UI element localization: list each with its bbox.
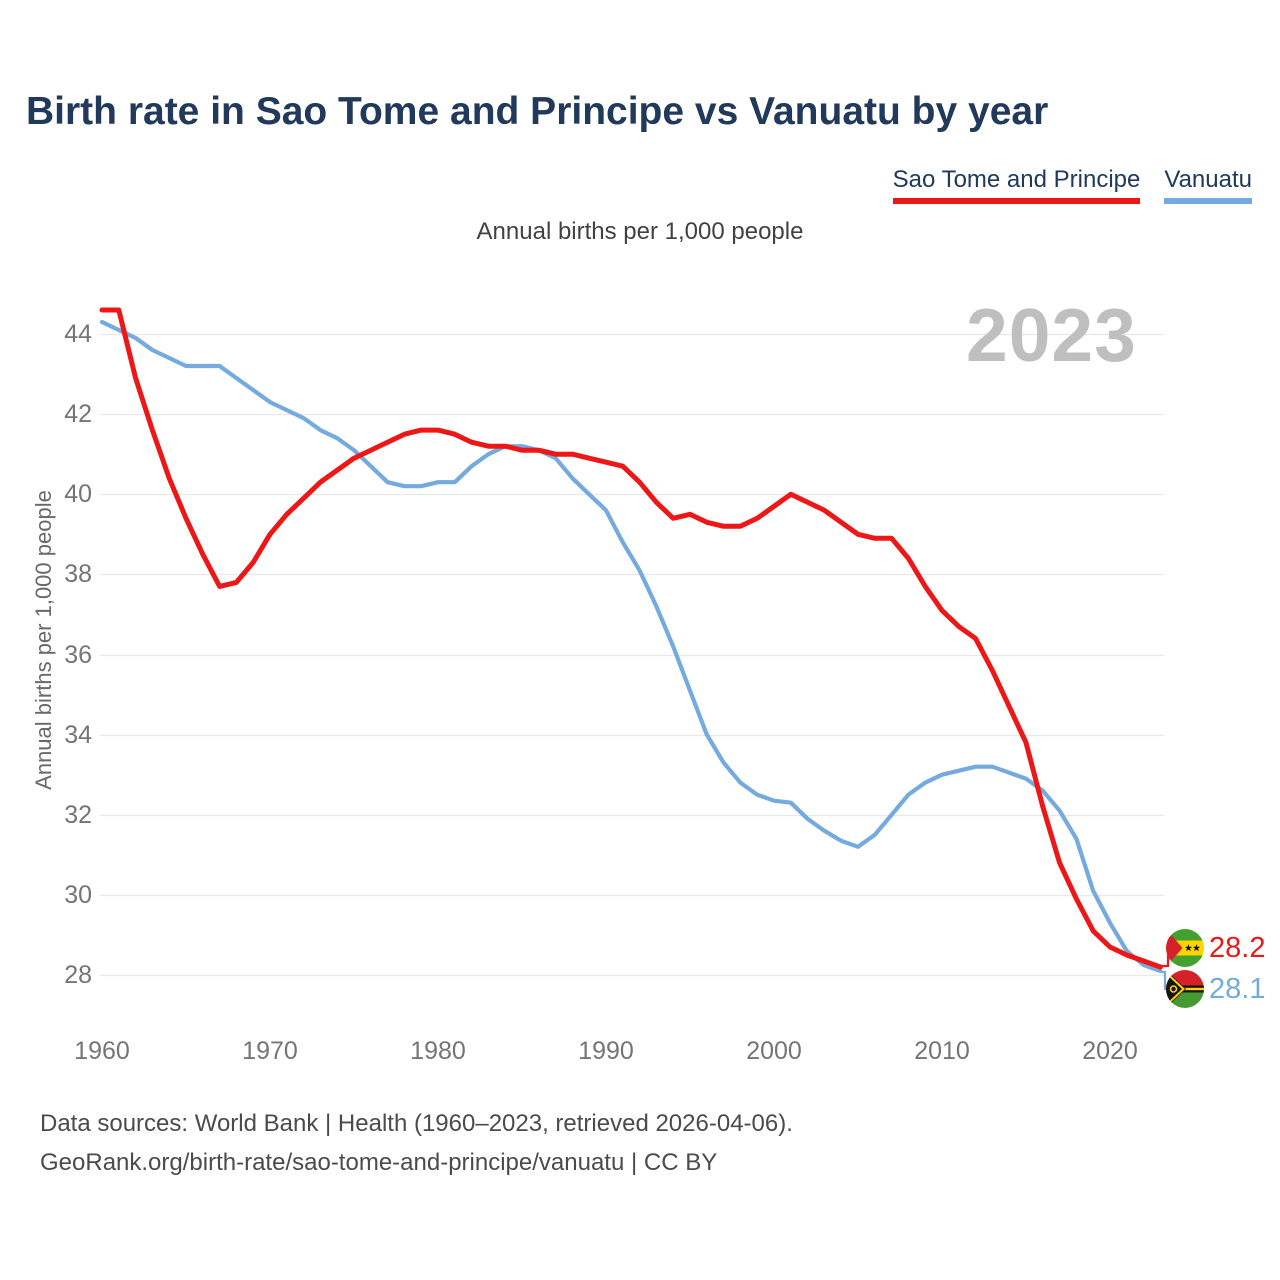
y-tick-label: 28 [64,961,92,989]
end-value-vanuatu: 28.1 [1209,972,1266,1005]
x-tick-label: 1980 [410,1037,466,1065]
y-tick-label: 36 [64,640,92,669]
legend-item-vanuatu[interactable]: Vanuatu [1164,166,1252,204]
x-tick-label: 1960 [74,1037,130,1065]
legend-item-sao-tome-and-principe[interactable]: Sao Tome and Principe [892,166,1141,204]
end-value-sao-tome-and-principe: 28.2 [1209,931,1266,964]
watermark-year: 2023 [966,293,1137,377]
y-tick-label: 44 [64,320,92,348]
end-label-vanuatu: 28.1 [1166,970,1265,1008]
footer-source-line: Data sources: World Bank | Health (1960–… [40,1110,793,1137]
legend: Sao Tome and Principe Vanuatu [892,166,1252,204]
y-tick-label: 34 [64,720,92,749]
series-line-sao-tome-and-principe[interactable] [99,307,1163,970]
y-tick-label: 30 [64,880,92,909]
footer-attribution-line: GeoRank.org/birth-rate/sao-tome-and-prin… [40,1149,718,1176]
x-tick-label: 1970 [242,1037,298,1065]
x-tick-label: 2020 [1082,1037,1138,1065]
y-tick-label: 38 [64,560,92,589]
y-tick-label: 40 [64,480,92,509]
sao-tome-and-principe-flag-icon [1166,929,1204,967]
x-tick-label: 2010 [914,1037,970,1065]
footer: Data sources: World Bank | Health (1960–… [40,1104,793,1182]
y-tick-label: 42 [64,400,92,429]
page-title: Birth rate in Sao Tome and Principe vs V… [26,90,1049,133]
x-tick-label: 2000 [746,1037,802,1065]
y-tick-label: 32 [64,800,92,829]
chart-subtitle: Annual births per 1,000 people [476,218,804,245]
end-label-sao-tome-and-principe: 28.2 [1166,929,1265,967]
series-line-vanuatu[interactable] [99,319,1163,974]
x-tick-label: 1990 [578,1037,634,1065]
vanuatu-flag-icon [1166,970,1204,1008]
